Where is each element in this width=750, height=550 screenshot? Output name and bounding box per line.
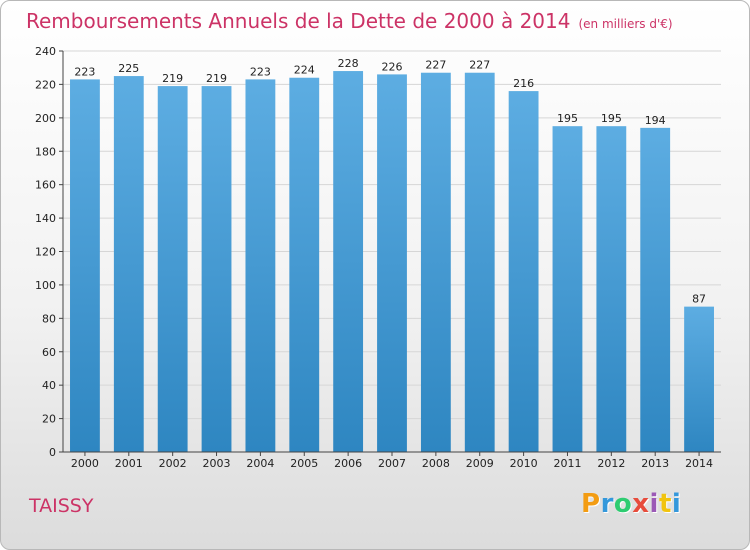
- logo-letter: r: [600, 489, 614, 519]
- data-label: 225: [118, 62, 139, 75]
- x-tick-label: 2001: [115, 457, 143, 470]
- y-tick-label: 200: [35, 112, 56, 125]
- y-tick-label: 220: [35, 78, 56, 91]
- x-tick-label: 2000: [71, 457, 99, 470]
- bar-layer: [70, 71, 714, 453]
- bar: [333, 71, 364, 453]
- x-tick-label: 2008: [422, 457, 450, 470]
- data-label: 224: [294, 64, 315, 77]
- x-tick-label: 2014: [685, 457, 713, 470]
- y-tick-label: 120: [35, 246, 56, 259]
- x-tick-label: 2003: [203, 457, 231, 470]
- data-label: 219: [206, 72, 227, 85]
- y-tick-label: 60: [42, 346, 56, 359]
- y-tick-label: 20: [42, 413, 56, 426]
- logo-letter: P: [581, 489, 601, 519]
- bar: [684, 306, 714, 452]
- data-label: 216: [513, 77, 534, 90]
- y-tick-label: 100: [35, 279, 56, 292]
- place-name: TAISSY: [29, 495, 94, 517]
- bar: [640, 127, 671, 452]
- data-label: 223: [74, 65, 95, 78]
- bar: [420, 72, 451, 453]
- logo-letter: x: [632, 489, 650, 519]
- y-tick-label: 80: [42, 312, 56, 325]
- logo-letter: o: [613, 489, 633, 519]
- x-tick-label: 2005: [290, 457, 318, 470]
- y-tick-label: 140: [35, 212, 56, 225]
- bar: [464, 72, 495, 453]
- label-layer: 0 20 40 60 80 100 120 140 160 180 200 220 240 223 2000…: [35, 45, 713, 470]
- data-label: 226: [382, 60, 403, 73]
- bar: [157, 86, 188, 453]
- y-tick-label: 240: [35, 45, 56, 58]
- x-tick-label: 2004: [246, 457, 274, 470]
- x-tick-label: 2002: [159, 457, 187, 470]
- y-tick-label: 180: [35, 145, 56, 158]
- bar: [245, 79, 276, 452]
- data-label: 219: [162, 72, 183, 85]
- data-label: 223: [250, 65, 271, 78]
- x-tick-label: 2013: [641, 457, 669, 470]
- data-label: 194: [645, 114, 666, 127]
- y-tick-label: 160: [35, 179, 56, 192]
- x-tick-label: 2009: [466, 457, 494, 470]
- bar: [70, 79, 100, 452]
- chart-unit: (en milliers d'€): [578, 17, 673, 31]
- data-label: 228: [338, 57, 359, 70]
- x-tick-label: 2006: [334, 457, 362, 470]
- logo-letter: t: [658, 489, 672, 519]
- x-tick-label: 2007: [378, 457, 406, 470]
- x-tick-label: 2012: [597, 457, 625, 470]
- bar: [289, 77, 320, 452]
- data-label: 227: [469, 59, 490, 72]
- bar: [508, 91, 539, 452]
- bar: [552, 126, 583, 452]
- logo-letter: i: [649, 489, 659, 519]
- data-label: 195: [601, 112, 622, 125]
- x-tick-label: 2010: [510, 457, 538, 470]
- data-label: 195: [557, 112, 578, 125]
- bar: [201, 86, 232, 453]
- logo-letter: i: [671, 489, 682, 519]
- bar: [596, 126, 627, 452]
- chart-title-text: Remboursements Annuels de la Dette de 20…: [26, 9, 571, 33]
- y-tick-label: 40: [42, 379, 56, 392]
- data-label: 227: [425, 59, 446, 72]
- x-tick-label: 2011: [553, 457, 581, 470]
- bar: [113, 76, 144, 452]
- proxiti-logo: Proxiti: [581, 489, 681, 519]
- data-label: 87: [692, 293, 706, 306]
- bar: [377, 74, 407, 453]
- y-tick-label: 0: [49, 446, 56, 459]
- axis-layer: [59, 50, 721, 456]
- chart-title: Remboursements Annuels de la Dette de 20…: [26, 9, 673, 33]
